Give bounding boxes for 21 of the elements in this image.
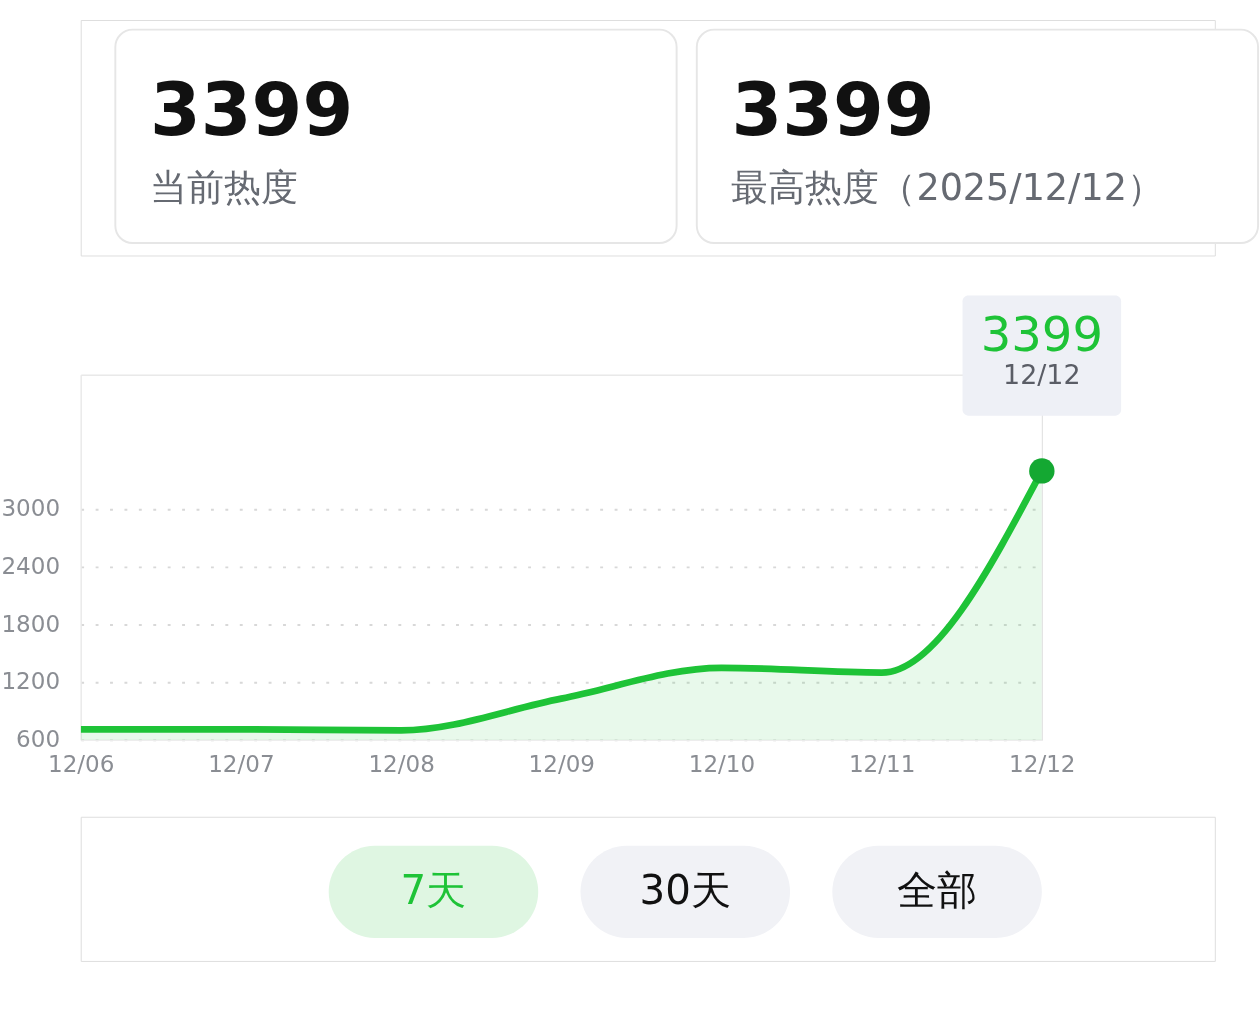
text: 30天: [639, 867, 731, 915]
text: 最高热度（2025/12/12）: [731, 165, 1164, 209]
y-tick-label: 600: [16, 726, 61, 753]
x-tick-label: 12/10: [688, 751, 756, 778]
annotation: 12/12: [1003, 359, 1081, 391]
x-tick-label: 12/12: [1009, 751, 1076, 778]
y-tick-label: 3000: [1, 495, 61, 522]
y-tick-label: 2400: [1, 553, 61, 580]
x-tick-label: 12/08: [368, 751, 435, 778]
x-tick-label: 12/07: [208, 751, 275, 778]
text: 3399: [731, 67, 935, 153]
text: 全部: [897, 867, 978, 915]
text: 当前热度: [149, 165, 298, 209]
text: 7天: [400, 867, 467, 915]
x-tick-label: 12/11: [848, 751, 916, 778]
annotation: 3399: [980, 305, 1103, 362]
x-tick-label: 12/09: [528, 751, 595, 778]
y-tick-label: 1800: [1, 610, 61, 637]
text: 3399: [149, 67, 354, 153]
y-tick-label: 1200: [1, 668, 61, 695]
x-tick-label: 12/06: [48, 751, 115, 778]
